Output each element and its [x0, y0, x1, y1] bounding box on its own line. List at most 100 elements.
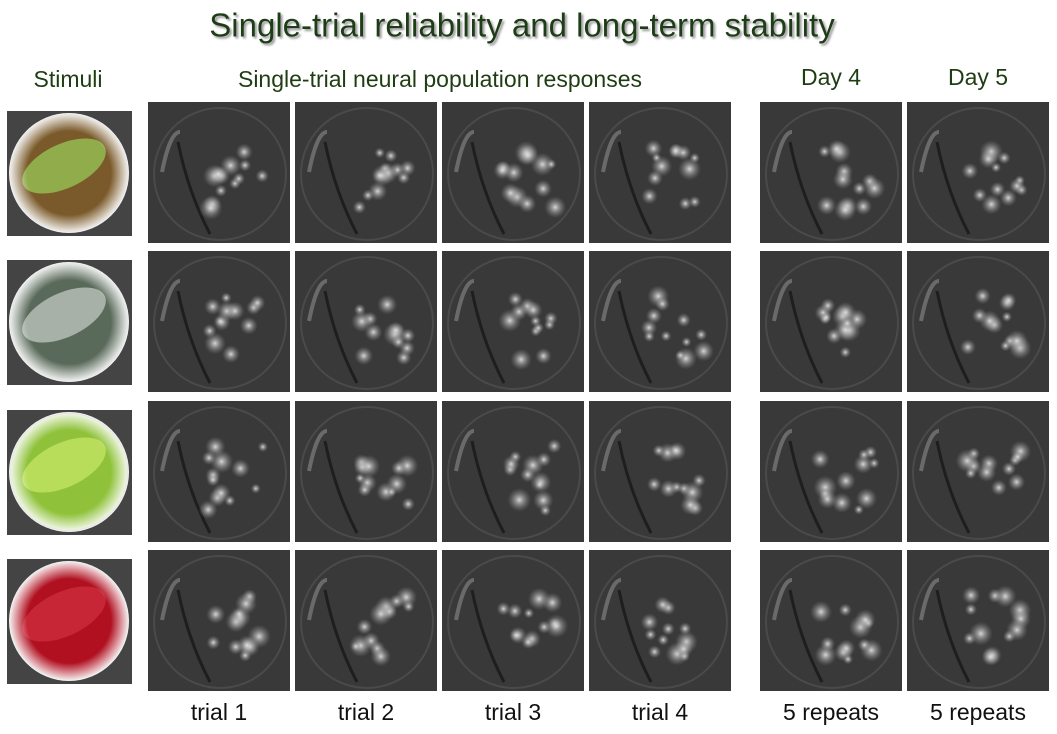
response-edge	[176, 440, 212, 534]
response-blob	[647, 170, 663, 186]
response-edge	[617, 440, 653, 534]
response-outline	[765, 555, 899, 689]
response-blob	[990, 479, 1007, 496]
response-blob	[648, 645, 662, 659]
column-footer: trial 2	[338, 699, 394, 725]
response-blob	[854, 197, 873, 216]
column-header: Single-trial neural population responses	[238, 66, 642, 92]
stimulus-vignette	[9, 262, 129, 382]
response-blob	[657, 634, 670, 646]
response-blob	[517, 144, 539, 166]
response-blob	[678, 157, 702, 181]
response-outline	[447, 406, 581, 540]
response-outline	[153, 107, 287, 241]
response-blob	[978, 149, 998, 169]
column-header: Day 5	[948, 64, 1008, 90]
response-blob	[391, 460, 407, 476]
response-edge	[470, 141, 506, 235]
response-edge	[788, 589, 824, 683]
response-blob	[357, 454, 381, 478]
response-blob	[644, 139, 663, 158]
column-header: Day 4	[801, 64, 861, 90]
response-edge	[323, 141, 359, 235]
response-outline	[912, 406, 1046, 540]
response-blob	[350, 641, 362, 652]
response-blob	[198, 196, 223, 220]
response-blob	[981, 647, 1000, 666]
response-outline	[300, 107, 434, 241]
response-edge	[617, 290, 653, 384]
response-blob	[507, 603, 523, 619]
response-blob	[507, 291, 523, 307]
response-blob	[853, 454, 873, 474]
response-blob	[520, 467, 536, 483]
response-blob	[809, 600, 833, 623]
response-outline	[300, 555, 434, 689]
response-blob	[669, 444, 682, 457]
response-blob	[968, 621, 993, 646]
response-image	[589, 251, 731, 392]
response-outline	[594, 555, 728, 689]
response-blob	[362, 189, 374, 202]
response-blob	[500, 183, 521, 203]
response-blob	[377, 294, 398, 315]
response-edge	[788, 440, 824, 534]
response-blob	[840, 316, 854, 330]
response-outline	[765, 256, 899, 390]
response-edge	[454, 279, 475, 322]
response-blob	[695, 328, 708, 341]
response-blob	[681, 336, 692, 348]
response-blob	[675, 350, 686, 361]
response-blob	[835, 301, 857, 323]
response-blob	[842, 654, 854, 665]
response-blob	[1007, 473, 1026, 491]
response-blob	[249, 294, 266, 311]
response-image	[907, 102, 1049, 243]
response-blob	[661, 622, 675, 636]
response-blob	[206, 473, 220, 487]
response-blob	[855, 487, 878, 510]
response-outline	[594, 406, 728, 540]
response-blob	[836, 471, 856, 491]
response-outline	[300, 406, 434, 540]
response-outline	[765, 406, 899, 540]
response-blob	[250, 483, 261, 494]
stimulus-vignette	[9, 113, 129, 233]
response-blob	[527, 587, 551, 611]
response-edge	[919, 279, 940, 322]
response-edge	[160, 130, 181, 173]
image-grid	[7, 102, 1049, 691]
response-edge	[788, 290, 824, 384]
response-blob	[955, 449, 979, 473]
response-edge	[601, 130, 622, 173]
column-footer: 5 repeats	[783, 699, 879, 725]
response-blob	[204, 332, 226, 355]
response-edge	[176, 589, 212, 683]
response-outline	[153, 555, 287, 689]
response-blob	[544, 614, 569, 638]
response-blob	[547, 438, 562, 454]
response-blob	[640, 613, 659, 631]
response-outline	[594, 107, 728, 241]
response-image	[760, 102, 902, 243]
figure-title: Single-trial reliability and long-term s…	[209, 7, 835, 44]
response-blob	[838, 603, 852, 617]
response-blob	[502, 455, 520, 473]
response-blob	[1009, 178, 1025, 194]
response-blob	[678, 196, 692, 211]
response-blob	[374, 147, 386, 159]
stimulus-vignette	[9, 412, 129, 532]
response-blob	[370, 646, 391, 667]
response-outline	[594, 256, 728, 390]
response-edge	[470, 440, 506, 534]
response-blob	[678, 622, 692, 635]
response-blob	[1000, 292, 1017, 309]
response-blob	[646, 477, 662, 492]
response-outline	[153, 256, 287, 390]
response-image	[589, 401, 731, 542]
response-outline	[912, 256, 1046, 390]
response-blob	[384, 149, 398, 163]
response-blob	[660, 330, 672, 342]
response-blob	[964, 603, 977, 616]
